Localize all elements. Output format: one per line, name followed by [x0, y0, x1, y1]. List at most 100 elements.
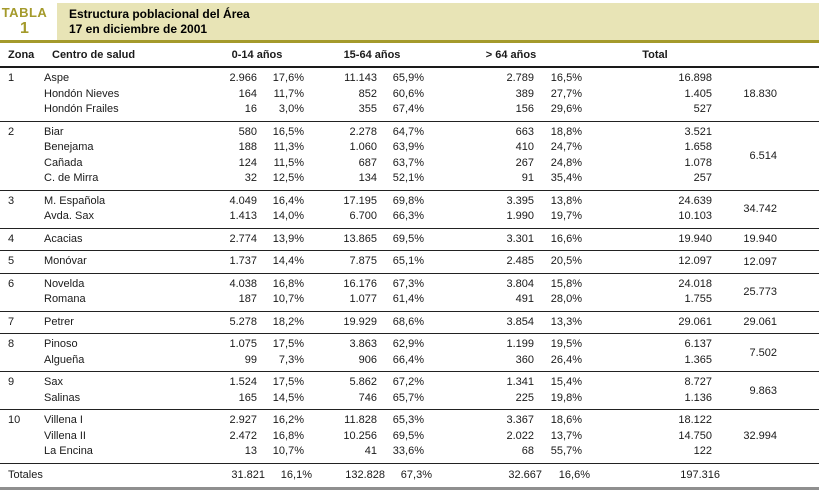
- zone-number: 5: [8, 255, 15, 267]
- cell-age15-64-pct: 69,5%: [392, 429, 424, 442]
- cell-row-total: 1.405: [684, 87, 712, 100]
- zone-grand-total: 32.994: [743, 430, 777, 443]
- cell-age15-64-pct: 62,9%: [392, 338, 424, 350]
- zone-grand-total: 29.061: [743, 316, 777, 329]
- cell-age0-14-count: 2.966: [229, 72, 257, 84]
- cell-age0-14-count: 164: [238, 87, 257, 100]
- health-center-name: Salinas: [44, 391, 81, 404]
- cell-age0-14-count: 187: [238, 293, 257, 305]
- cell-age-over64-pct: 18,8%: [550, 125, 582, 138]
- health-center-name: Aspe: [44, 72, 70, 84]
- cell-age0-14-count: 188: [238, 141, 257, 153]
- cell-age0-14-count: 124: [238, 156, 257, 169]
- cell-age15-64-pct: 65,7%: [392, 391, 424, 404]
- zone-rows: Aspe 2.966 17,6% 11.143 65,9% 2.789 16,5% 16.89…: [44, 71, 712, 118]
- cell-age0-14-count: 580: [238, 125, 257, 138]
- health-center-name: Romana: [44, 293, 86, 305]
- totals-age0-14-count: 31.821: [231, 468, 265, 481]
- cell-age15-64-pct: 33,6%: [392, 445, 424, 457]
- cell-row-total: 257: [693, 172, 712, 184]
- zone-rows: M. Española 4.049 16,4% 17.195 69,8% 3.395 13,…: [44, 194, 712, 225]
- cell-age0-14-pct: 17,5%: [272, 376, 304, 388]
- table-number: 1: [20, 20, 29, 37]
- table-row: M. Española 4.049 16,4% 17.195 69,8% 3.395 13,…: [44, 194, 712, 210]
- totals-row: Totales 31.821 16,1% 132.828 67,3% 32.66…: [0, 464, 819, 490]
- totals-age0-14-pct: 16,1%: [280, 468, 312, 481]
- table-row: Algueña 99 7,3% 906 66,4% 360 26,4% 1.365: [44, 353, 712, 369]
- cell-age-over64-pct: 20,5%: [550, 255, 582, 267]
- table-row: Pinoso 1.075 17,5% 3.863 62,9% 1.199 19,5% 6.13…: [44, 337, 712, 353]
- health-center-name: Acacias: [44, 232, 83, 245]
- totals-total: 197.316: [680, 468, 720, 481]
- cell-row-total: 1.755: [684, 293, 712, 305]
- table-row: Hondón Nieves 164 11,7% 852 60,6% 389 27,7% 1.4…: [44, 87, 712, 103]
- zone-group: 5 Monóvar 1.737 14,4% 7.875 65,1% 2.485 20,5% 12…: [0, 251, 819, 274]
- table-row: Petrer 5.278 18,2% 19.929 68,6% 3.854 13,3% 29.…: [44, 315, 712, 331]
- zone-rows: Acacias 2.774 13,9% 13.865 69,5% 3.301 16,6% 19…: [44, 232, 712, 248]
- cell-age15-64-count: 6.700: [349, 210, 377, 222]
- zone-group: 3 M. Española 4.049 16,4% 17.195 69,8% 3.395 13…: [0, 191, 819, 229]
- zone-number: 2: [8, 125, 15, 138]
- cell-age15-64-count: 41: [364, 445, 377, 457]
- totals-age15-64-count: 132.828: [345, 468, 385, 481]
- cell-age15-64-count: 17.195: [343, 194, 377, 207]
- cell-age0-14-count: 1.413: [229, 210, 257, 222]
- cell-age0-14-pct: 10,7%: [272, 445, 304, 457]
- health-center-name: Benejama: [44, 141, 94, 153]
- zone-number: 3: [8, 194, 15, 207]
- accent-divider: [0, 40, 819, 43]
- cell-age15-64-pct: 63,7%: [392, 156, 424, 169]
- health-center-name: Hondón Nieves: [44, 87, 120, 100]
- cell-age0-14-count: 2.927: [229, 414, 257, 426]
- cell-age0-14-pct: 18,2%: [272, 315, 304, 328]
- cell-age-over64-pct: 28,0%: [550, 293, 582, 305]
- column-header-age-over-64: > 64 años: [485, 49, 537, 61]
- cell-age-over64-count: 3.854: [506, 315, 534, 328]
- table-tag-block: TABLA 1: [0, 3, 49, 40]
- health-center-name: Petrer: [44, 315, 74, 328]
- cell-age-over64-count: 156: [515, 103, 534, 115]
- cell-age-over64-pct: 15,4%: [550, 376, 582, 388]
- health-center-name: M. Española: [44, 194, 106, 207]
- cell-row-total: 24.018: [678, 277, 712, 290]
- cell-age0-14-pct: 17,5%: [272, 338, 304, 350]
- cell-age-over64-count: 663: [515, 125, 534, 138]
- zone-grand-total: 25.773: [743, 286, 777, 298]
- cell-age-over64-count: 2.022: [506, 429, 534, 442]
- zone-grand-total: 34.742: [743, 203, 777, 215]
- cell-age0-14-pct: 14,5%: [272, 391, 304, 404]
- zone-rows: Biar 580 16,5% 2.278 64,7% 663 18,8% 3.521 Benej…: [44, 125, 712, 187]
- table-row: Villena II 2.472 16,8% 10.256 69,5% 2.022 13,7…: [44, 429, 712, 445]
- cell-age15-64-count: 746: [358, 391, 377, 404]
- cell-age-over64-count: 1.990: [506, 210, 534, 222]
- zone-rows: Villena I 2.927 16,2% 11.828 65,3% 3.367 18,6%…: [44, 413, 712, 460]
- zone-grand-total: 12.097: [743, 255, 777, 268]
- cell-age-over64-pct: 16,5%: [550, 72, 582, 84]
- zone-group: 2 Biar 580 16,5% 2.278 64,7% 663 18,8% 3.521 Bene…: [0, 122, 819, 191]
- zone-number: 1: [8, 72, 15, 84]
- cell-row-total: 18.122: [678, 414, 712, 426]
- table-row: La Encina 13 10,7% 41 33,6% 68 55,7% 122: [44, 444, 712, 460]
- cell-age15-64-count: 10.256: [343, 429, 377, 442]
- cell-age0-14-count: 4.049: [229, 194, 257, 207]
- zone-group: 9 Sax 1.524 17,5% 5.862 67,2% 1.341 15,4% 8.727 S…: [0, 372, 819, 410]
- cell-row-total: 122: [693, 445, 712, 457]
- table-row: Acacias 2.774 13,9% 13.865 69,5% 3.301 16,6% 19…: [44, 232, 712, 248]
- zone-group: 4 Acacias 2.774 13,9% 13.865 69,5% 3.301 16,6% 1…: [0, 229, 819, 251]
- table-row: Monóvar 1.737 14,4% 7.875 65,1% 2.485 20,5% 12.…: [44, 254, 712, 270]
- cell-row-total: 3.521: [684, 125, 712, 138]
- cell-age15-64-pct: 63,9%: [392, 141, 424, 153]
- cell-age15-64-count: 1.077: [349, 293, 377, 305]
- cell-age-over64-count: 267: [515, 156, 534, 169]
- cell-age15-64-pct: 67,3%: [392, 277, 424, 290]
- cell-age-over64-pct: 55,7%: [550, 445, 582, 457]
- health-center-name: Monóvar: [44, 255, 87, 267]
- cell-age0-14-pct: 16,8%: [272, 277, 304, 290]
- cell-age0-14-count: 32: [244, 172, 257, 184]
- cell-age15-64-pct: 66,4%: [392, 353, 424, 366]
- zone-rows: Petrer 5.278 18,2% 19.929 68,6% 3.854 13,3% 29.…: [44, 315, 712, 331]
- cell-age-over64-pct: 13,8%: [550, 194, 582, 207]
- cell-age-over64-pct: 26,4%: [550, 353, 582, 366]
- cell-age-over64-count: 3.804: [506, 277, 534, 290]
- cell-age15-64-count: 13.865: [343, 232, 377, 245]
